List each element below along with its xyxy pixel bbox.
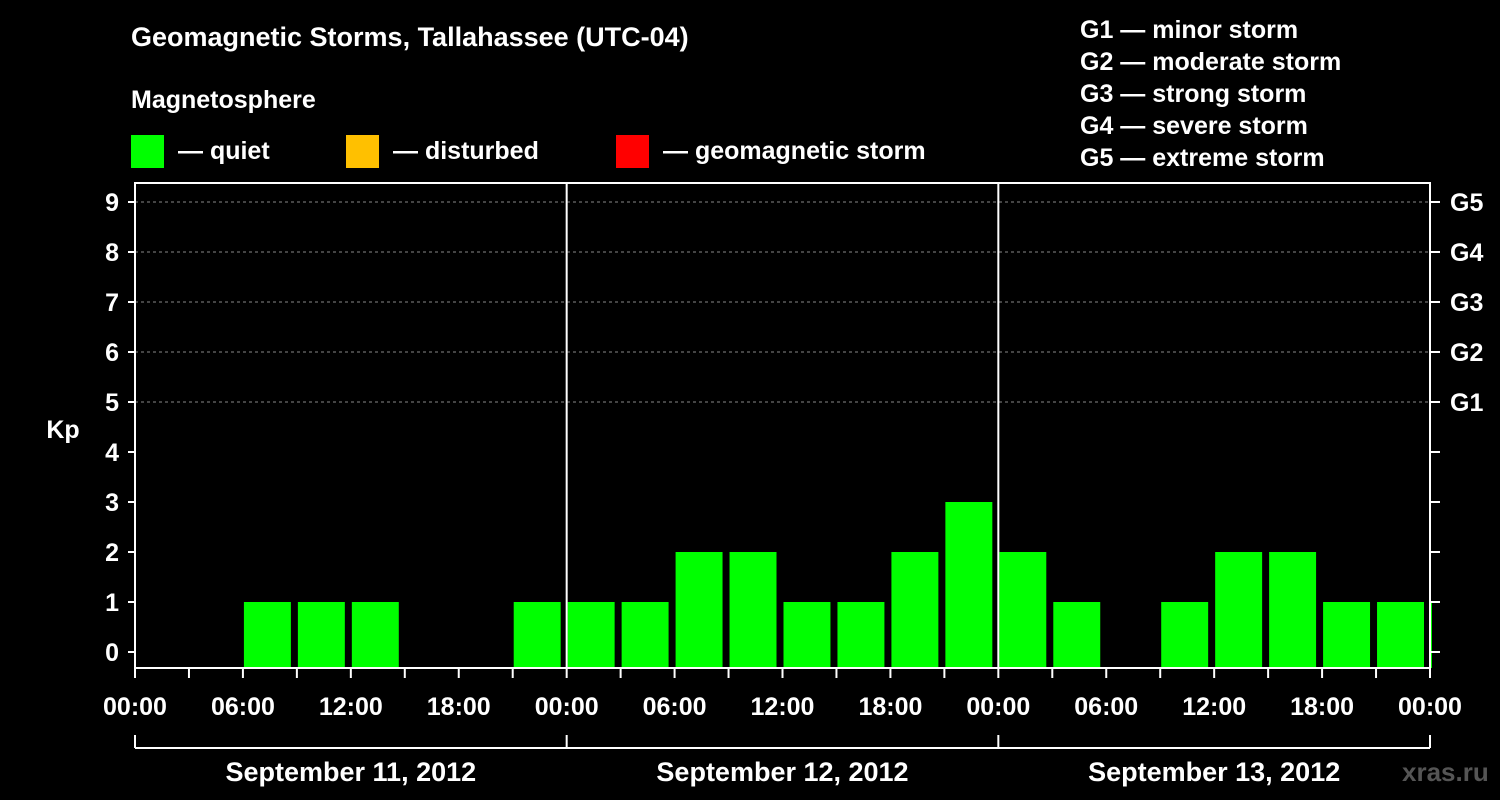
right-axis-label: G4 [1450, 239, 1483, 267]
legend-item-disturbed: — disturbed [346, 134, 539, 168]
right-axis-label: G3 [1450, 289, 1483, 317]
y-tick-label: 8 [105, 239, 119, 267]
x-tick-label: 06:00 [1074, 693, 1138, 721]
kp-bar [837, 602, 885, 668]
kp-bar [1161, 602, 1209, 668]
y-tick-label: 9 [105, 189, 119, 217]
legend-item-quiet: — quiet [131, 134, 270, 168]
legend-label-storm: — geomagnetic storm [663, 136, 926, 165]
kp-bar [675, 552, 723, 668]
x-tick-label: 00:00 [966, 693, 1030, 721]
legend-label-disturbed: — disturbed [393, 136, 539, 165]
kp-bar [621, 602, 669, 668]
storm-scale-g5: G5 — extreme storm [1080, 144, 1325, 172]
x-tick-label: 12:00 [751, 693, 815, 721]
y-tick-label: 1 [105, 589, 119, 617]
legend-item-storm: — geomagnetic storm [616, 134, 926, 168]
x-tick-label: 12:00 [1182, 693, 1246, 721]
y-tick-label: 5 [105, 389, 119, 417]
chart-title: Geomagnetic Storms, Tallahassee (UTC-04) [131, 22, 689, 52]
day-label: September 11, 2012 [225, 757, 476, 787]
legend-swatch-disturbed [346, 134, 379, 168]
kp-bar [1323, 602, 1371, 668]
kp-bar [1377, 602, 1424, 668]
legend-swatch-quiet [131, 134, 164, 168]
storm-scale-legend: G1 — minor storm G2 — moderate storm G3 … [1080, 14, 1341, 174]
kp-bar [351, 602, 399, 668]
kp-bar [1431, 602, 1432, 668]
kp-bar [513, 602, 561, 668]
legend-swatch-storm [616, 134, 649, 168]
kp-bar [1053, 602, 1101, 668]
storm-scale-g2: G2 — moderate storm [1080, 48, 1342, 76]
y-axis-label: Kp [46, 416, 79, 444]
y-tick-label: 4 [105, 439, 119, 467]
kp-bar [243, 602, 291, 668]
kp-bar [1215, 552, 1263, 668]
kp-bar [891, 552, 939, 668]
right-axis-label: G2 [1450, 339, 1483, 367]
chart-subtitle: Magnetosphere [131, 86, 316, 114]
x-tick-label: 06:00 [643, 693, 707, 721]
kp-bar [999, 552, 1047, 668]
kp-bar [945, 502, 993, 668]
x-tick-label: 18:00 [427, 693, 491, 721]
storm-scale-g1: G1 — minor storm [1080, 16, 1299, 44]
watermark: xras.ru [1402, 757, 1489, 787]
x-tick-label: 00:00 [103, 693, 167, 721]
y-tick-label: 7 [105, 289, 119, 317]
day-label: September 13, 2012 [1088, 757, 1340, 787]
y-tick-label: 3 [105, 489, 119, 517]
storm-scale-g3: G3 — strong storm [1080, 80, 1307, 108]
kp-bar [783, 602, 831, 668]
y-tick-label: 6 [105, 339, 119, 367]
x-tick-label: 12:00 [319, 693, 383, 721]
x-tick-label: 18:00 [1290, 693, 1354, 721]
kp-bar [567, 602, 615, 668]
kp-bar [297, 602, 345, 668]
y-tick-label: 2 [105, 539, 119, 567]
day-label: September 12, 2012 [656, 757, 908, 787]
x-tick-label: 18:00 [858, 693, 922, 721]
storm-scale-g4: G4 — severe storm [1080, 112, 1308, 140]
x-tick-label: 00:00 [1398, 693, 1462, 721]
right-axis-label: G1 [1450, 389, 1483, 417]
x-tick-label: 00:00 [535, 693, 599, 721]
right-axis-label: G5 [1450, 189, 1483, 217]
x-tick-label: 06:00 [211, 693, 275, 721]
y-tick-label: 0 [105, 639, 119, 667]
legend-label-quiet: — quiet [178, 136, 270, 165]
kp-bar [729, 552, 777, 668]
kp-bar [1269, 552, 1317, 668]
